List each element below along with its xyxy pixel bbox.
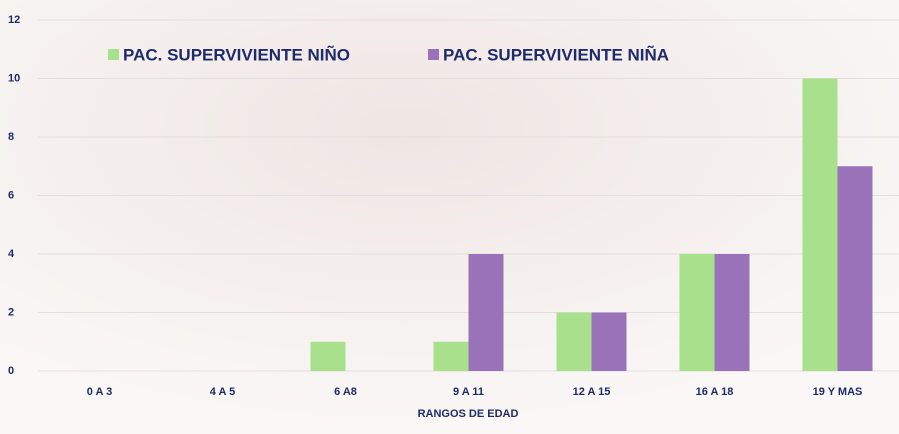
chart: RANGOS DE EDAD 0 2 4 6 8 10 12 0 A 3 4 A 5 6 A8 9 … — [0, 0, 899, 434]
bar — [592, 313, 627, 372]
y-tick-label: 2 — [8, 306, 14, 318]
x-tick-label: 6 A8 — [334, 386, 357, 398]
bar — [715, 254, 750, 371]
x-tick-label: 16 A 18 — [696, 386, 734, 398]
bar — [311, 342, 346, 371]
y-tick-label: 10 — [8, 72, 20, 84]
page: {"chart_data": {"type": "bar", "x_label"… — [0, 0, 899, 434]
x-tick-label: 0 A 3 — [87, 386, 112, 398]
y-tick-label: 4 — [8, 248, 15, 260]
bar — [803, 79, 838, 372]
x-tick-label: 9 A 11 — [453, 386, 484, 398]
legend-swatch — [428, 49, 439, 60]
legend-label: PAC. SUPERVIVIENTE NIÑA — [443, 44, 669, 64]
legend-label: PAC. SUPERVIVIENTE NIÑO — [123, 44, 350, 64]
y-tick-label: 6 — [8, 189, 14, 201]
bar — [469, 254, 504, 371]
x-tick-label: 4 A 5 — [210, 386, 235, 398]
bar — [838, 166, 873, 371]
legend-swatch — [108, 49, 119, 60]
y-tick-label: 12 — [8, 14, 20, 26]
y-tick-label: 8 — [8, 131, 14, 143]
bar — [557, 313, 592, 372]
bar — [680, 254, 715, 371]
x-tick-label: 19 Y MAS — [813, 386, 863, 398]
y-tick-label: 0 — [8, 365, 14, 377]
x-tick-label: 12 A 15 — [573, 386, 611, 398]
bar — [434, 342, 469, 371]
x-axis-label: RANGOS DE EDAD — [418, 408, 519, 420]
